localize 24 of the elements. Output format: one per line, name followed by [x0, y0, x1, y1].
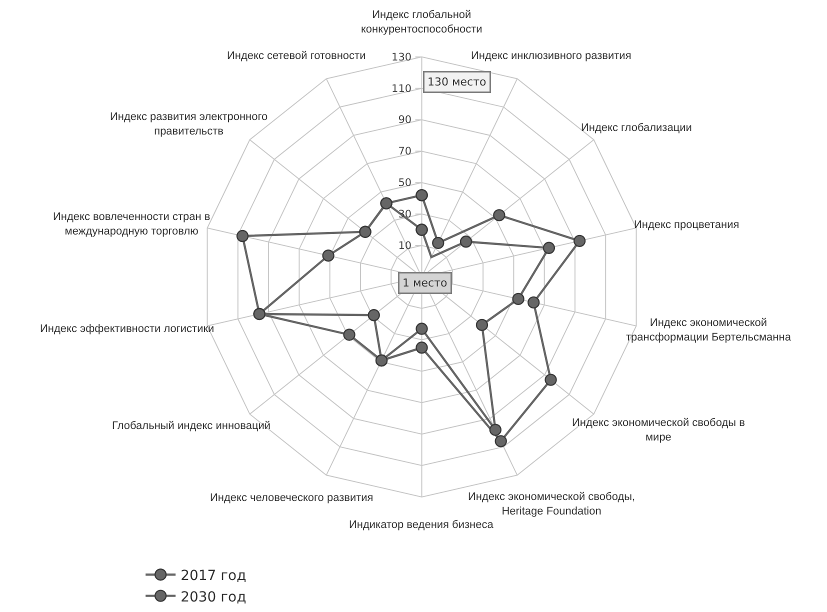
spoke-label: Индекс глобальной конкурентоспособности	[361, 9, 482, 36]
legend-label: 2017 год	[180, 568, 246, 584]
text: 130 место	[428, 76, 487, 88]
y-tick-label: 90	[398, 114, 412, 126]
spoke-label: Индекс экономической трансформации Бертельсманна	[626, 317, 792, 344]
text: 1 место	[402, 276, 448, 290]
spoke-label: Индекс вовлеченности стран в международную торговлю	[53, 211, 210, 238]
y-tick-label: 70	[398, 146, 412, 158]
spoke-label: Индекс экономической свободы, Heritage Foundation	[468, 491, 636, 518]
spoke-label: Индекс эффективности логистики	[40, 323, 214, 335]
spoke-label: Индекс глобализации	[581, 122, 692, 134]
spoke-label: Индекс человеческого развития	[210, 492, 374, 504]
spoke-label: Индекс экономической свободы в мире	[572, 417, 746, 444]
spoke-label: Глобальный индекс инноваций	[112, 420, 271, 432]
spoke-label: Индекс процветания	[634, 219, 740, 231]
spoke-label: Индекс развития электронного правительств	[110, 111, 268, 138]
y-tick-label: 10	[398, 240, 412, 252]
y-tick-label: 50	[398, 177, 412, 190]
y-tick-label: 130	[392, 51, 412, 64]
spoke-label: Индекс сетевой готовности	[227, 50, 366, 62]
spoke-label: Индекс инклюзивного развития	[471, 50, 632, 62]
spoke-label: Индикатор ведения бизнеса	[349, 519, 494, 531]
legend-label: 2030 год	[180, 589, 246, 606]
y-tick-label: 110	[392, 82, 412, 95]
